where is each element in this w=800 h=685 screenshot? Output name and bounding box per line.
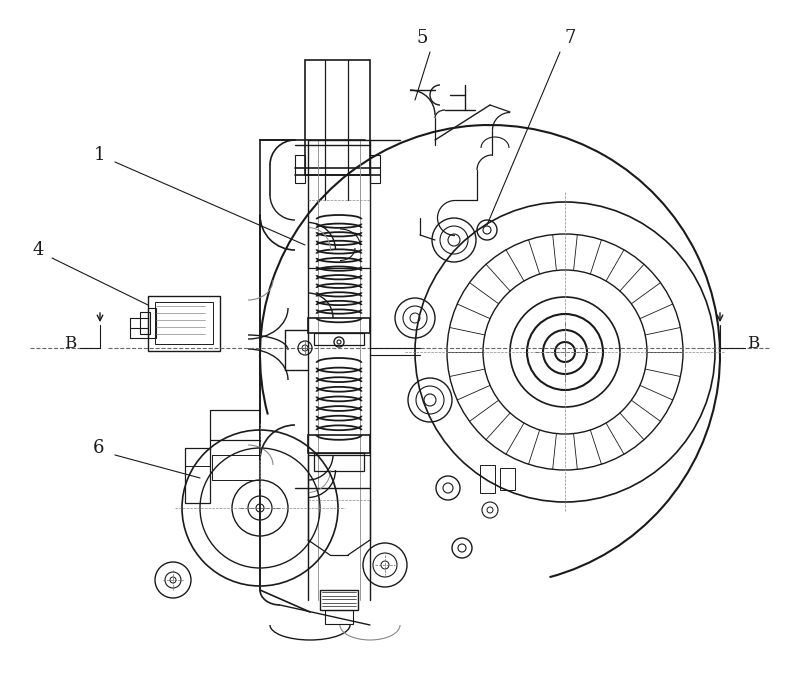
Text: 4: 4 [32,241,44,259]
Bar [185,448,210,466]
Bar [140,312,150,334]
Bar [148,308,156,338]
Bar [308,318,370,333]
Bar [325,610,353,624]
Text: B: B [747,334,759,351]
Bar [320,590,358,610]
Bar [295,155,305,183]
Text: 7: 7 [564,29,576,47]
Bar [500,468,515,490]
Bar [148,296,220,351]
Text: 1: 1 [94,146,106,164]
Bar [185,448,210,503]
Text: 6: 6 [92,439,104,457]
Bar [305,60,370,175]
Bar [155,302,213,344]
Text: 5: 5 [416,29,428,47]
Bar [314,333,364,345]
Bar [314,453,364,471]
Bar [480,465,495,493]
Text: B: B [64,334,76,351]
Bar [308,435,370,453]
Bar [370,155,380,183]
